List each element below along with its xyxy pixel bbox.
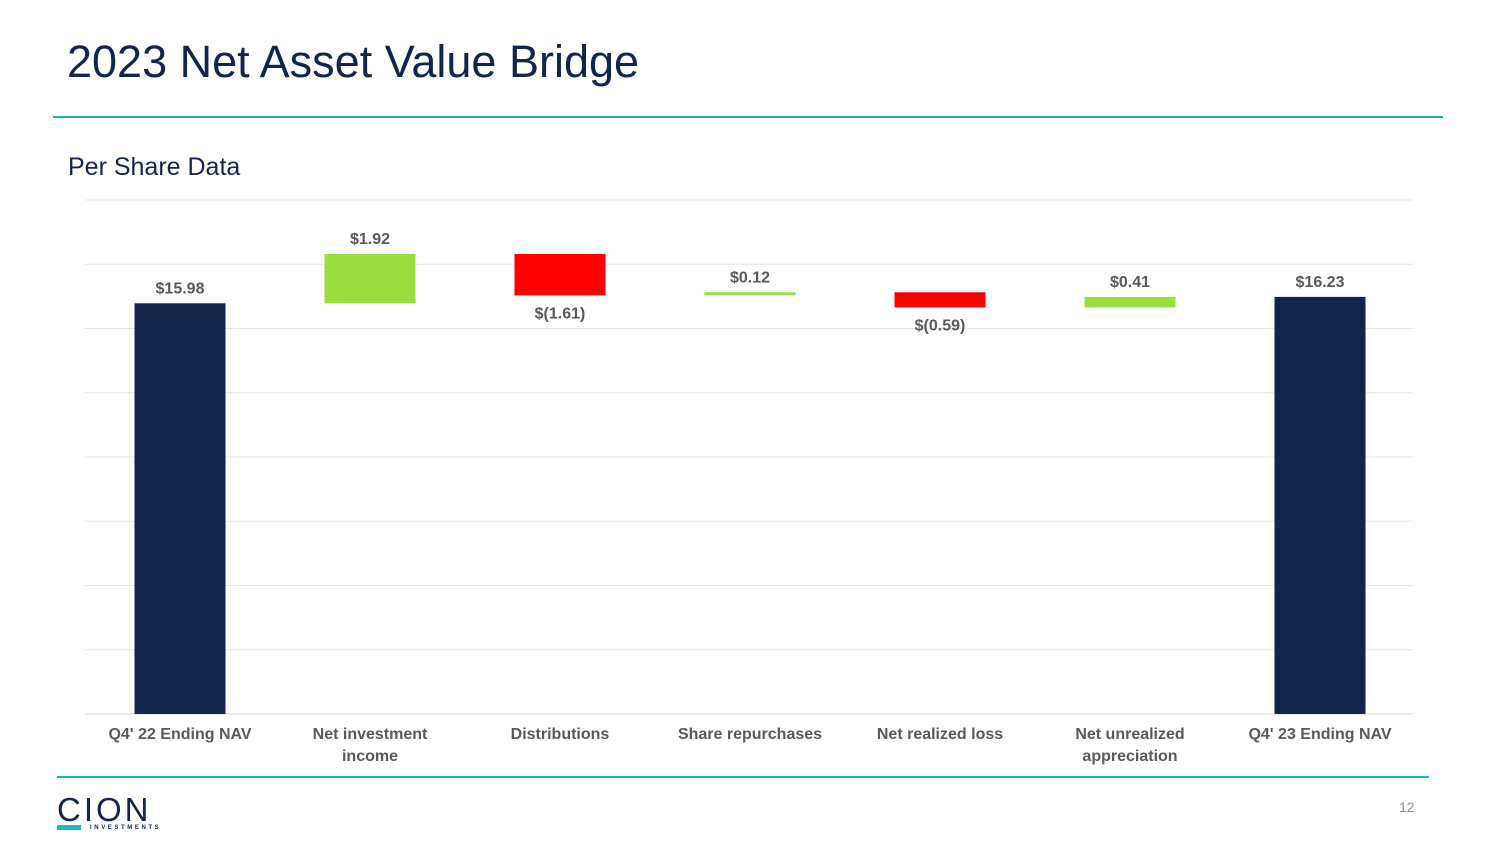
category-label-line: Share repurchases [677, 726, 823, 743]
category-label-line: Q4' 22 Ending NAV [108, 726, 252, 743]
category-label-line: Net investment [312, 726, 428, 743]
category-label-line: Net realized loss [876, 726, 1004, 743]
data-label: $15.98 [156, 280, 205, 297]
category-label-line: income [341, 748, 398, 765]
category-label: Share repurchases [660, 724, 840, 746]
category-label: Net investment income [280, 724, 460, 768]
page-number: 12 [1399, 799, 1415, 815]
bar-increase [1084, 296, 1176, 308]
bar-total [1274, 296, 1366, 714]
data-label: $0.41 [1110, 274, 1150, 291]
category-label-line: Net unrealized [1075, 726, 1185, 743]
category-label: Net realized loss [850, 724, 1030, 746]
footer-divider [57, 776, 1429, 778]
data-label: $(0.59) [915, 317, 966, 334]
bar-increase [324, 253, 416, 304]
logo-wordmark: CION [57, 791, 152, 828]
data-label: $16.23 [1296, 274, 1345, 291]
category-label: Q4' 23 Ending NAV [1230, 724, 1410, 746]
logo-tagline: INVESTMENTS [90, 825, 162, 831]
data-label: $0.12 [730, 269, 770, 286]
data-label: $1.92 [350, 231, 390, 248]
category-label: Net unrealized appreciation [1040, 724, 1220, 768]
logo-accent-bar [57, 825, 81, 830]
category-label: Distributions [470, 724, 650, 746]
category-label-line: appreciation [1082, 748, 1178, 765]
data-label: $(1.61) [535, 305, 586, 322]
chart-subtitle: Per Share Data [68, 153, 241, 181]
bar-total [134, 303, 226, 714]
bar-decrease [514, 253, 606, 296]
category-label-line: Q4' 23 Ending NAV [1248, 726, 1392, 743]
category-label-line: Distributions [510, 726, 610, 743]
title-divider [53, 116, 1443, 118]
page-title: 2023 Net Asset Value Bridge [67, 36, 640, 87]
category-label: Q4' 22 Ending NAV [90, 724, 270, 746]
bar-decrease [894, 292, 986, 308]
bar-increase [704, 292, 796, 296]
